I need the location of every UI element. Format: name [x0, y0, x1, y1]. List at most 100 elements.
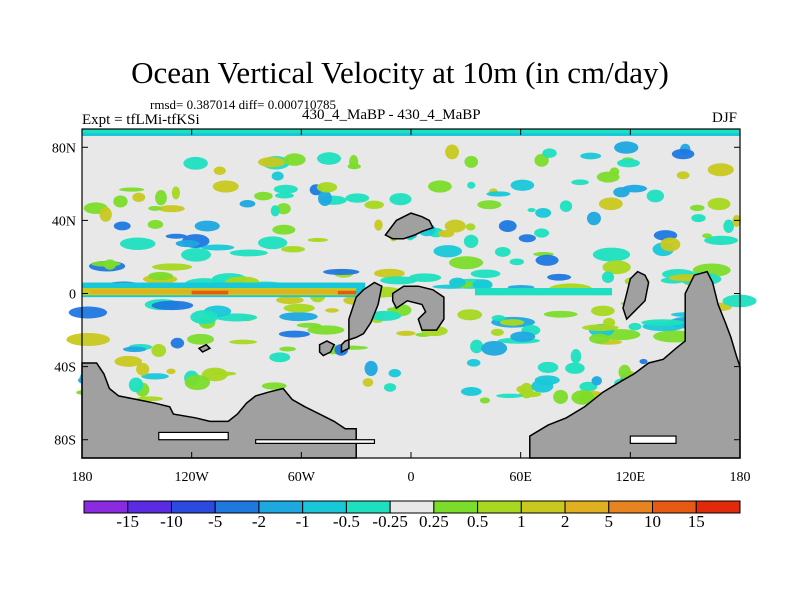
x-tick-label: 180 — [730, 470, 751, 485]
field-patch — [349, 154, 359, 169]
field-patch — [272, 224, 296, 235]
field-patch — [690, 204, 705, 212]
x-tick-label: 120E — [616, 470, 646, 485]
cases-label: 430_4_MaBP - 430_4_MaBP — [302, 107, 481, 123]
field-patch — [364, 360, 378, 377]
field-patch — [614, 141, 639, 154]
field-patch — [212, 371, 237, 376]
field-patch — [254, 191, 273, 201]
field-patch — [396, 330, 416, 336]
field-patch — [374, 219, 383, 231]
field-patch — [201, 244, 235, 251]
field-patch — [281, 245, 306, 253]
field-patch — [641, 319, 685, 326]
colorbar-box — [695, 500, 741, 514]
field-patch — [449, 256, 484, 270]
field-patch — [184, 374, 210, 391]
colorbar-level-label: -1 — [295, 512, 310, 531]
colorbar-level-label: 2 — [560, 512, 570, 531]
field-patch — [479, 397, 491, 404]
field-patch — [496, 393, 524, 398]
field-patch — [325, 308, 339, 313]
x-tick-label: 60W — [288, 470, 316, 485]
field-patch — [723, 219, 735, 234]
field-patch — [187, 333, 215, 345]
field-patch — [364, 200, 384, 210]
field-patch — [194, 220, 220, 232]
chart-title: Ocean Vertical Velocity at 10m (in cm/da… — [131, 55, 669, 90]
field-patch — [470, 269, 501, 278]
rmsd-stats-label: rmsd= 0.387014 diff= 0.000710785 — [150, 97, 336, 112]
field-patch — [559, 200, 573, 213]
field-patch — [444, 219, 466, 233]
field-patch — [542, 148, 557, 158]
field-patch — [534, 153, 549, 167]
field-patch — [445, 144, 459, 160]
field-patch — [171, 186, 180, 200]
field-patch — [579, 381, 598, 392]
field-patch — [477, 200, 502, 210]
field-patch — [275, 192, 294, 199]
field-patch — [481, 340, 508, 356]
field-patch — [279, 312, 318, 322]
field-patch — [368, 310, 402, 321]
land-polygon — [340, 281, 383, 354]
season-label: DJF — [712, 110, 738, 126]
field-patch — [148, 271, 174, 281]
plot-axes: 180 120W 60W 0 60E 120E 180 80N 40N 0 40S 80S — [52, 128, 751, 485]
colorbar-level-label: 10 — [644, 512, 662, 531]
field-patch — [570, 348, 582, 364]
field-patch — [258, 156, 286, 168]
land-polygon — [391, 285, 445, 331]
field-patch — [166, 368, 176, 375]
colorbar-level-label: -15 — [116, 512, 140, 531]
field-patch — [465, 223, 476, 231]
field-patch — [212, 180, 239, 193]
field-patch — [152, 263, 193, 271]
x-tick-label: 120W — [175, 470, 210, 485]
field-patch — [151, 300, 194, 311]
land-polygon — [318, 340, 336, 357]
field-patch — [534, 228, 550, 238]
field-patch — [676, 171, 690, 180]
field-patch — [498, 220, 517, 233]
field-patch — [490, 328, 504, 336]
field-patch — [155, 190, 167, 206]
field-patch — [141, 373, 169, 380]
field-patch — [618, 364, 631, 380]
field-patch — [592, 247, 631, 262]
field-patch — [316, 182, 338, 193]
y-tick-label: 40N — [52, 214, 76, 229]
field-patch — [494, 246, 511, 257]
equatorial-peak — [191, 290, 229, 295]
field-patch — [283, 303, 315, 313]
colorbar-level-label: -0.5 — [332, 512, 360, 531]
field-patch — [704, 235, 739, 246]
field-patch — [158, 205, 185, 213]
equatorial-peak — [337, 290, 357, 295]
field-patch — [553, 389, 569, 404]
field-patch — [270, 205, 280, 217]
x-tick-label: 60E — [509, 470, 532, 485]
field-patch — [388, 369, 402, 378]
field-patch — [269, 352, 291, 363]
field-patch — [580, 152, 602, 160]
field-patch — [113, 221, 131, 231]
field-patch — [486, 191, 511, 197]
field-patch — [183, 156, 208, 170]
field-patch — [691, 214, 706, 223]
field-patch — [276, 296, 304, 305]
field-patch — [571, 179, 589, 186]
field-patch — [591, 376, 602, 386]
field-patch — [229, 339, 257, 345]
field-patch — [307, 325, 345, 335]
field-patch — [428, 180, 452, 193]
colorbar-level-label: -10 — [160, 512, 183, 531]
field-patch — [639, 358, 648, 365]
field-patch — [510, 179, 535, 191]
y-tick-label: 40S — [54, 361, 76, 376]
land-mask — [81, 212, 741, 459]
field-patch — [271, 171, 284, 181]
